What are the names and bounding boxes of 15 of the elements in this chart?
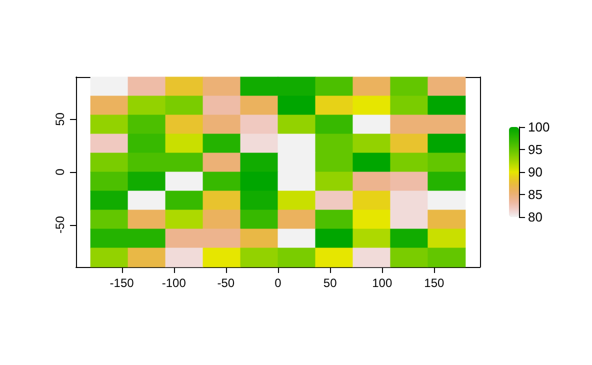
color-bar-label: 90 bbox=[528, 164, 542, 180]
y-tick-label: 0 bbox=[53, 168, 67, 176]
x-tick-label: 0 bbox=[274, 276, 282, 290]
color-bar-label: 95 bbox=[528, 142, 542, 157]
y-tick-label: 50 bbox=[53, 112, 67, 126]
color-bar-label: 85 bbox=[528, 187, 542, 202]
x-tick-label: 50 bbox=[323, 276, 338, 290]
y-tick-label: -50 bbox=[53, 216, 67, 234]
color-bar-label: 80 bbox=[528, 210, 542, 224]
x-tick-label: -150 bbox=[110, 276, 134, 290]
x-tick-label: 150 bbox=[424, 276, 445, 290]
color-bar-label: 100 bbox=[528, 120, 550, 134]
x-tick-label: 100 bbox=[372, 276, 392, 290]
x-tick-label: -50 bbox=[217, 276, 235, 290]
x-tick-label: -100 bbox=[162, 276, 186, 290]
